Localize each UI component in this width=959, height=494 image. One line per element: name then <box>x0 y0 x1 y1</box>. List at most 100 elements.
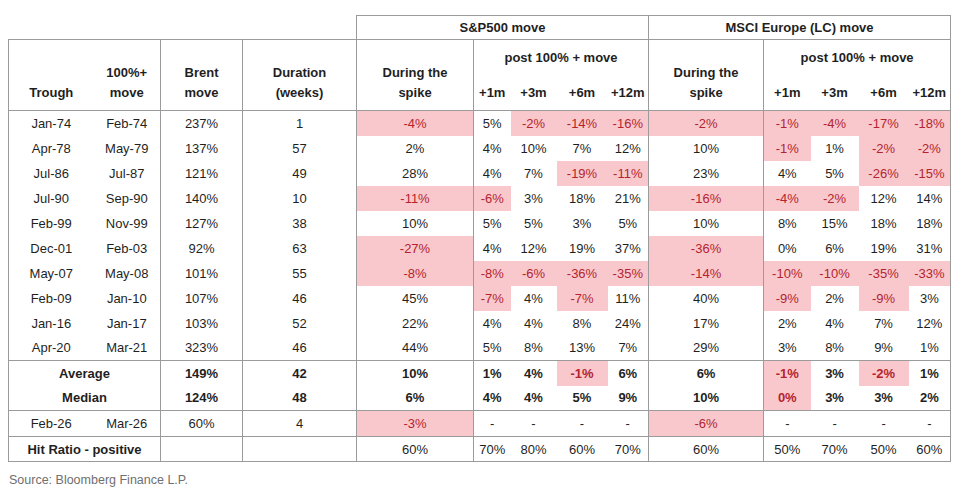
value-cell: 8% <box>764 211 811 236</box>
value-cell: 4% <box>764 161 811 186</box>
data-row: Jul-86Jul-87121%4928%4%7%-19%-11%23%4%5%… <box>9 161 951 186</box>
value-cell: 45% <box>357 286 474 311</box>
value-cell: 21% <box>608 186 649 211</box>
value-cell: 4% <box>474 311 511 336</box>
brent-cell: 103% <box>161 311 243 336</box>
trough-cell: Feb-26 <box>9 411 94 437</box>
msci-12m-header: +12m <box>909 75 951 111</box>
value-cell: 70% <box>608 437 649 462</box>
hit-ratio-row: Hit Ratio - positive60%70%80%60%70%60%50… <box>9 437 951 462</box>
value-cell: -4% <box>357 111 474 136</box>
value-cell: -6% <box>649 411 764 437</box>
value-cell: 24% <box>608 311 649 336</box>
value-cell: 0% <box>764 236 811 261</box>
hit-ratio-label-cell: Hit Ratio - positive <box>9 437 161 462</box>
value-cell: -33% <box>909 261 951 286</box>
value-cell: 60% <box>357 437 474 462</box>
duration-cell: 57 <box>243 136 357 161</box>
value-cell: -18% <box>909 111 951 136</box>
data-row: Jul-90Sep-90140%10-11%-6%3%18%21%-16%-4%… <box>9 186 951 211</box>
value-cell: -14% <box>557 111 608 136</box>
table-body: Jan-74Feb-74237%1-4%5%-2%-14%-16%-2%-1%-… <box>9 111 951 462</box>
trough-cell: Jul-90 <box>9 186 94 211</box>
value-cell: -2% <box>811 186 859 211</box>
duration-cell: 38 <box>243 211 357 236</box>
value-cell: -16% <box>649 186 764 211</box>
value-cell: 44% <box>357 336 474 361</box>
value-cell: 7% <box>557 136 608 161</box>
value-cell: -19% <box>557 161 608 186</box>
move-column-header: 100%+ move <box>94 40 161 111</box>
brent-cell: 124% <box>161 386 243 411</box>
value-cell: 60% <box>909 437 951 462</box>
value-cell: 60% <box>557 437 608 462</box>
sp-6m-header: +6m <box>557 75 608 111</box>
duration-cell: 46 <box>243 286 357 311</box>
msci-post-move-header: post 100% + move <box>764 40 951 75</box>
value-cell: 70% <box>811 437 859 462</box>
value-cell: 22% <box>357 311 474 336</box>
value-cell: 10% <box>649 386 764 411</box>
trough-cell: Jan-74 <box>9 111 94 136</box>
duration-cell: 42 <box>243 361 357 386</box>
brent-cell: 92% <box>161 236 243 261</box>
data-row: Jan-16Jan-17103%5222%4%4%8%24%17%2%4%7%1… <box>9 311 951 336</box>
value-cell: 31% <box>909 236 951 261</box>
value-cell: 10% <box>357 211 474 236</box>
value-cell: 6% <box>357 386 474 411</box>
duration-cell: 49 <box>243 161 357 186</box>
value-cell: 18% <box>859 211 909 236</box>
move-date-cell: Mar-26 <box>94 411 161 437</box>
value-cell: 6% <box>649 361 764 386</box>
move-date-cell: Mar-21 <box>94 336 161 361</box>
trough-cell: Feb-99 <box>9 211 94 236</box>
value-cell: 3% <box>811 361 859 386</box>
trough-column-header: Trough <box>9 40 94 111</box>
value-cell: 3% <box>909 286 951 311</box>
header-spacer <box>9 16 357 40</box>
trough-cell: Jul-86 <box>9 161 94 186</box>
data-row: Feb-09Jan-10107%4645%-7%4%-7%11%40%-9%2%… <box>9 286 951 311</box>
value-cell: 5% <box>557 386 608 411</box>
move-date-cell: Feb-03 <box>94 236 161 261</box>
msci-6m-header: +6m <box>859 75 909 111</box>
value-cell: 40% <box>649 286 764 311</box>
duration-cell: 46 <box>243 336 357 361</box>
summary-label-cell: Median <box>9 386 161 411</box>
value-cell: -1% <box>764 111 811 136</box>
value-cell: - <box>608 411 649 437</box>
value-cell: 15% <box>811 211 859 236</box>
sp-post-move-header: post 100% + move <box>474 40 649 75</box>
value-cell: 3% <box>811 386 859 411</box>
value-cell: 10% <box>511 136 557 161</box>
msci-3m-header: +3m <box>811 75 859 111</box>
value-cell: 37% <box>608 236 649 261</box>
brent-cell: 60% <box>161 411 243 437</box>
value-cell: 29% <box>649 336 764 361</box>
brent-cell: 107% <box>161 286 243 311</box>
value-cell: 17% <box>649 311 764 336</box>
upcoming-row: Feb-26Mar-2660%4-3%-----6%---- <box>9 411 951 437</box>
value-cell: 2% <box>764 311 811 336</box>
value-cell: 4% <box>474 236 511 261</box>
value-cell: 12% <box>859 186 909 211</box>
brent-spike-returns-table: S&P500 move MSCI Europe (LC) move Trough… <box>8 15 951 462</box>
data-row: Dec-01Feb-0392%63-27%4%12%19%37%-36%0%6%… <box>9 236 951 261</box>
value-cell: 5% <box>811 161 859 186</box>
trough-cell: Feb-09 <box>9 286 94 311</box>
trough-cell: May-07 <box>9 261 94 286</box>
summary-label-cell: Average <box>9 361 161 386</box>
brent-cell: 127% <box>161 211 243 236</box>
duration-cell: 48 <box>243 386 357 411</box>
sp-1m-header: +1m <box>474 75 511 111</box>
move-date-cell: May-08 <box>94 261 161 286</box>
value-cell: 5% <box>511 211 557 236</box>
move-date-cell: May-79 <box>94 136 161 161</box>
value-cell: -6% <box>474 186 511 211</box>
value-cell: 3% <box>511 186 557 211</box>
value-cell: 70% <box>474 437 511 462</box>
value-cell: 50% <box>764 437 811 462</box>
value-cell: 6% <box>811 236 859 261</box>
value-cell: - <box>474 411 511 437</box>
value-cell: - <box>909 411 951 437</box>
